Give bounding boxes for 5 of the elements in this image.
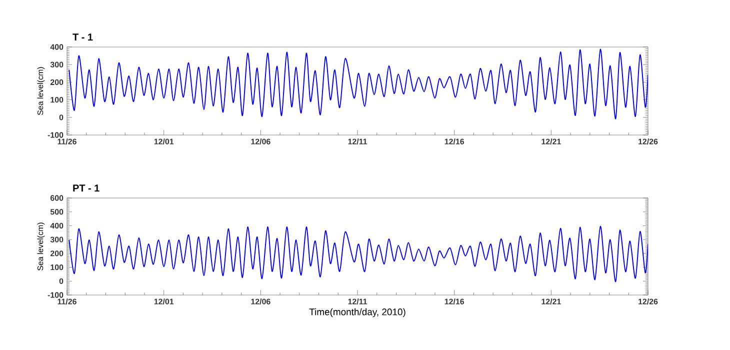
- chart-title: T - 1: [72, 34, 93, 40]
- line-series: [68, 226, 648, 282]
- x-axis-title: Time(month/day, 2010): [309, 308, 406, 318]
- chart-title: PT - 1: [73, 184, 100, 192]
- line-series: [68, 48, 648, 120]
